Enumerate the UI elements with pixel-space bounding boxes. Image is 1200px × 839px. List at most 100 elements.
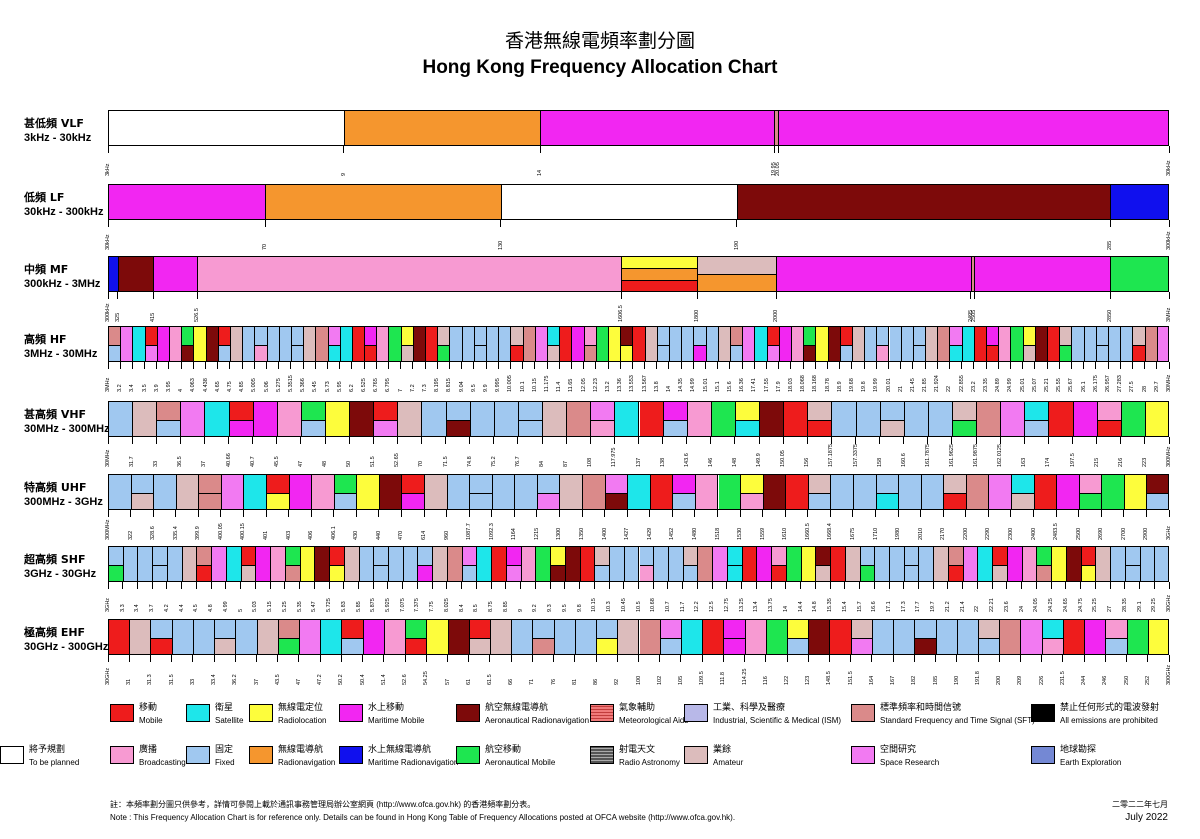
- allocation-segment: [1001, 402, 1026, 436]
- tick-mark: [396, 437, 398, 444]
- tick-label: 1400: [601, 527, 608, 540]
- tick-label: 4: [178, 388, 185, 392]
- allocation-segment: [406, 620, 428, 638]
- legend-swatch: [110, 704, 134, 722]
- tick-label: 400.15: [240, 523, 247, 540]
- tick-label: 3.2: [117, 384, 124, 392]
- allocation-segment: [226, 547, 242, 581]
- tick-label: 17.7: [915, 601, 922, 612]
- tick-mark: [128, 655, 130, 662]
- allocation-segment: [628, 475, 651, 509]
- tick-label: 300MHz: [1166, 446, 1172, 467]
- allocation-segment: [350, 402, 375, 436]
- tick-mark: [144, 362, 146, 369]
- tick-label: 2000: [773, 309, 780, 322]
- allocation-segment: [877, 345, 890, 361]
- allocation-segment: [1145, 327, 1158, 361]
- allocation-segment: [523, 327, 536, 361]
- allocation-segment: [899, 475, 922, 509]
- allocation-segment: [492, 547, 507, 581]
- allocation-segment: [840, 327, 853, 345]
- allocation-segment: [1034, 475, 1058, 509]
- band-bar-4: [108, 401, 1169, 437]
- allocation-segment: [244, 475, 267, 509]
- tick-label: 161.9875: [973, 444, 980, 467]
- tick-label: 9.5: [470, 384, 477, 392]
- tick-label: 1092.3: [488, 523, 495, 540]
- allocation-segment: [669, 327, 683, 361]
- tick-label: 61.5: [486, 674, 493, 685]
- tick-mark: [107, 362, 109, 369]
- allocation-segment: [1025, 420, 1050, 436]
- allocation-segment: [779, 111, 1168, 145]
- tick-label: 9.04: [458, 381, 465, 392]
- tick-mark: [228, 437, 230, 444]
- tick-mark: [400, 362, 402, 369]
- tick-mark: [649, 510, 651, 517]
- allocation-segment: [673, 493, 696, 509]
- legend-swatch: [249, 704, 273, 722]
- allocation-segment: [285, 565, 301, 581]
- tick-mark: [595, 655, 597, 662]
- allocation-segment: [157, 327, 170, 361]
- tick-mark: [461, 362, 463, 369]
- allocation-segment: [172, 620, 194, 654]
- allocation-segment: [948, 565, 964, 581]
- legend-label-zh: 氣象輔助: [619, 703, 656, 713]
- tick-label: 13.36: [617, 378, 624, 392]
- tick-label: 399.9: [195, 526, 202, 540]
- tick-label: 4.438: [202, 378, 209, 392]
- legend-swatch: [0, 746, 24, 764]
- tick-mark: [807, 510, 809, 517]
- tick-label: 2505: [971, 309, 978, 322]
- tick-mark: [119, 362, 121, 369]
- allocation-segment: [109, 111, 345, 145]
- allocation-segment: [433, 547, 448, 581]
- tick-mark: [903, 437, 905, 444]
- tick-label: 3.5: [141, 384, 148, 392]
- allocation-segment: [257, 620, 279, 654]
- tick-mark: [166, 582, 168, 589]
- tick-mark: [266, 362, 268, 369]
- allocation-segment: [474, 327, 488, 345]
- allocation-segment: [683, 565, 699, 581]
- allocation-segment: [533, 620, 555, 638]
- tick-mark: [1168, 292, 1170, 299]
- allocation-segment: [194, 327, 207, 361]
- allocation-segment: [537, 493, 561, 509]
- allocation-segment: [698, 547, 714, 581]
- allocation-segment: [919, 547, 935, 581]
- allocation-segment: [987, 327, 1000, 345]
- tick-mark: [1009, 362, 1011, 369]
- allocation-segment: [654, 547, 669, 581]
- tick-mark: [485, 362, 487, 369]
- tick-label: 114.25: [741, 668, 748, 685]
- tick-mark: [726, 582, 728, 589]
- allocation-segment: [289, 475, 313, 509]
- allocation-segment: [279, 327, 292, 361]
- date-zh: 二零二二年七月: [1112, 800, 1168, 809]
- tick-label: 325: [114, 312, 121, 322]
- tick-label: 47: [297, 460, 304, 467]
- tick-label: 1429: [646, 527, 653, 540]
- tick-label: 14.8: [812, 601, 819, 612]
- band-bar-1: [108, 184, 1169, 220]
- tick-mark: [785, 582, 787, 589]
- tick-mark: [1107, 362, 1109, 369]
- tick-label: 33: [189, 678, 196, 685]
- allocation-segment: [915, 620, 937, 638]
- tick-mark: [1046, 362, 1048, 369]
- allocation-segment: [584, 327, 597, 345]
- tick-label: 231.5: [1059, 671, 1066, 685]
- tick-mark: [830, 437, 832, 444]
- tick-label: 4.85: [239, 381, 246, 392]
- allocation-segment: [256, 547, 272, 581]
- allocation-segment: [1147, 493, 1168, 509]
- tick-label: 31.5: [168, 674, 175, 685]
- allocation-segment: [469, 638, 491, 654]
- tick-mark: [372, 437, 374, 444]
- allocation-segment: [668, 547, 684, 581]
- legend-label-en: Radio Astronomy: [619, 758, 680, 767]
- tick-mark: [1058, 362, 1060, 369]
- tick-label: 10.68: [650, 598, 657, 612]
